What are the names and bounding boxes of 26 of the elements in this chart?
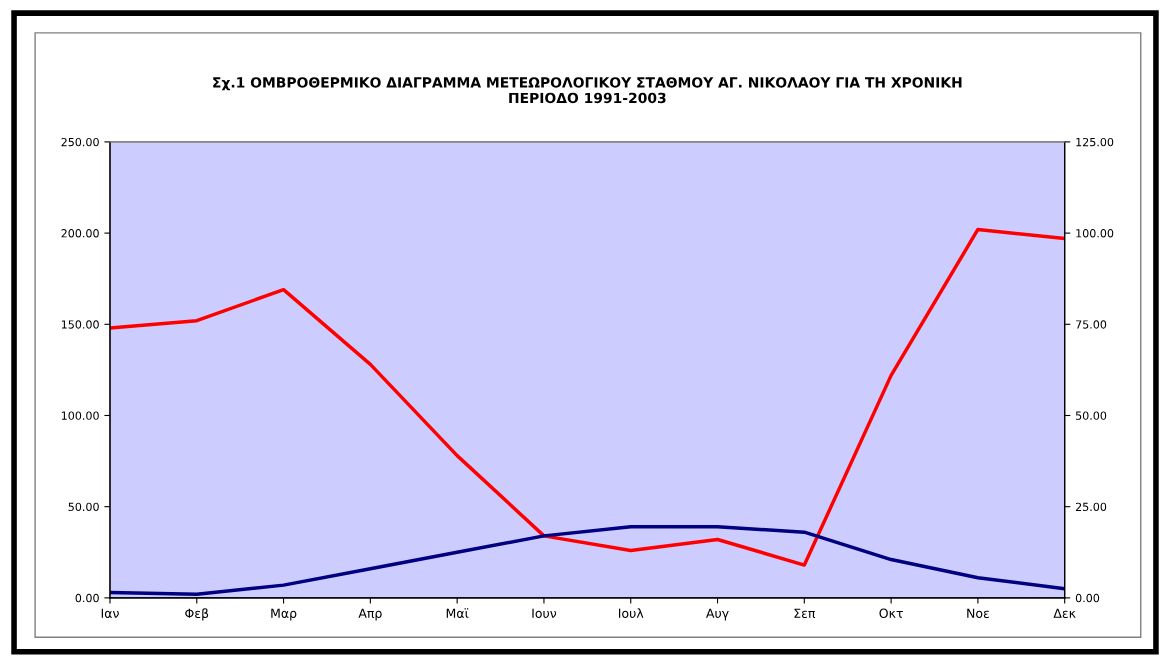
y-tick-label: 100.00: [61, 411, 99, 420]
x-tick-label: Ιουν: [532, 608, 557, 618]
y2-tick-label: 125.00: [1076, 137, 1114, 147]
y2-tick-label: 50.00: [1075, 411, 1107, 420]
x-tick-label: Αυγ: [706, 608, 729, 621]
y2-tick-label: 75.00: [1076, 320, 1107, 329]
line-series: [109, 227, 1065, 567]
x-tick-label: Οκτ: [879, 608, 903, 618]
x-tick-label: Φεβ: [185, 608, 209, 621]
x-tick-label: Μαρ: [271, 608, 297, 621]
y-tick-label: 0.00: [75, 593, 99, 603]
x-tick-label: Ιαν: [101, 608, 119, 618]
chart-title: Σχ.1 ΟΜΒΡΟΘΕΡΜΙΚΟ ΔΙΑΓΡΑΜΜΑ ΜΕΤΕΩΡΟΛΟΓΙΚΟΥ ΣΤΑΘΜΟΥ ΑΓ. ΝΙΚΟΛΑΟΥ ΓΙΑ ΤΗ ΧΡΟΝΙΚΗ ΠΕΡΙΟΔΟ 1991-2003: [213, 77, 962, 104]
y-tick-label: 150.00: [61, 320, 99, 329]
y-tick-label: 200.00: [61, 229, 99, 238]
y-tick-label: 250.00: [61, 137, 99, 147]
x-tick-label: Μαϊ: [446, 608, 469, 618]
y2-tick-label: 100.00: [1076, 229, 1114, 238]
x-tick-label: Απρ: [358, 608, 382, 621]
y2-tick-label: 25.00: [1075, 502, 1107, 512]
y2-tick-label: 0.00: [1075, 593, 1100, 603]
x-tick-label: Δεκ: [1053, 608, 1076, 618]
y-tick-label: 50.00: [68, 502, 99, 512]
x-tick-label: Ιουλ: [618, 608, 644, 618]
x-tick-label: Νοε: [967, 608, 989, 618]
x-tick-label: Σεπ: [794, 608, 816, 619]
